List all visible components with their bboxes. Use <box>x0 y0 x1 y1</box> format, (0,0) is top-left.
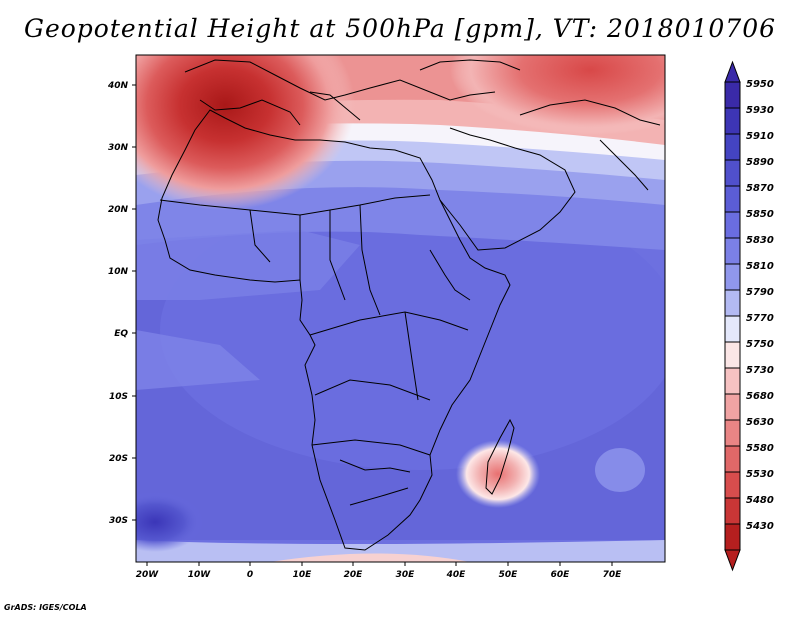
colorbar-label: 5750 <box>746 339 774 350</box>
colorbar-swatch <box>724 315 741 343</box>
lon-label: 60E <box>551 570 571 580</box>
colorbar-swatch <box>724 185 741 213</box>
map-title: Geopotential Height at 500hPa [gpm], VT:… <box>23 14 777 43</box>
colorbar: 5950 5930 5910 5890 5870 5850 5830 5810 5790 5770… <box>724 60 774 572</box>
colorbar-swatch <box>724 393 741 421</box>
colorbar-label: 5430 <box>746 521 774 532</box>
lon-label: 0 <box>247 570 253 580</box>
colorbar-arrow-bottom <box>724 549 741 572</box>
colorbar-swatch <box>724 159 741 187</box>
colorbar-label: 5950 <box>746 79 774 90</box>
lat-label: EQ <box>114 329 128 339</box>
colorbar-swatch <box>724 419 741 447</box>
colorbar-arrow-top <box>724 60 741 83</box>
colorbar-label: 5580 <box>746 443 774 454</box>
map-frame <box>135 54 666 563</box>
lon-label: 10W <box>188 570 212 580</box>
colorbar-label: 5850 <box>746 209 774 220</box>
colorbar-swatch <box>724 523 741 551</box>
lon-label: 20W <box>136 570 160 580</box>
colorbar-swatch <box>724 107 741 135</box>
lat-label: 40N <box>107 81 129 91</box>
colorbar-swatch <box>724 497 741 525</box>
colorbar-label: 5530 <box>746 469 774 480</box>
lat-label: 10N <box>108 267 129 277</box>
colorbar-swatch <box>724 211 741 239</box>
colorbar-swatch <box>724 367 741 395</box>
colorbar-label: 5480 <box>746 495 774 506</box>
colorbar-label: 5870 <box>746 183 774 194</box>
lon-label: 20E <box>344 570 364 580</box>
lat-label: 10S <box>109 392 128 402</box>
lat-label: 30N <box>108 143 129 153</box>
coastlines <box>157 59 661 551</box>
lon-label: 50E <box>499 570 519 580</box>
colorbar-label: 5890 <box>746 157 774 168</box>
lon-label: 70E <box>603 570 623 580</box>
colorbar-swatch <box>724 289 741 317</box>
colorbar-swatch <box>724 263 741 291</box>
lat-label: 20S <box>109 454 128 464</box>
lat-label: 20N <box>108 205 129 215</box>
colorbar-label: 5680 <box>746 391 774 402</box>
colorbar-swatch <box>724 81 741 109</box>
lat-label: 30S <box>109 516 128 526</box>
colorbar-swatch <box>724 445 741 473</box>
lon-label: 30E <box>396 570 416 580</box>
colorbar-label: 5730 <box>746 365 774 376</box>
colorbar-label: 5930 <box>746 105 774 116</box>
colorbar-label: 5770 <box>746 313 774 324</box>
colorbar-label: 5790 <box>746 287 774 298</box>
colorbar-swatch <box>724 341 741 369</box>
colorbar-swatch <box>724 237 741 265</box>
footer-credit: GrADS: IGES/COLA <box>4 603 87 612</box>
lon-label: 40E <box>446 570 467 580</box>
colorbar-label: 5830 <box>746 235 774 246</box>
lon-label: 10E <box>293 570 313 580</box>
colorbar-label: 5810 <box>746 261 774 272</box>
colorbar-swatch <box>724 133 741 161</box>
colorbar-swatch <box>724 471 741 499</box>
colorbar-label: 5630 <box>746 417 774 428</box>
colorbar-label: 5910 <box>746 131 774 142</box>
